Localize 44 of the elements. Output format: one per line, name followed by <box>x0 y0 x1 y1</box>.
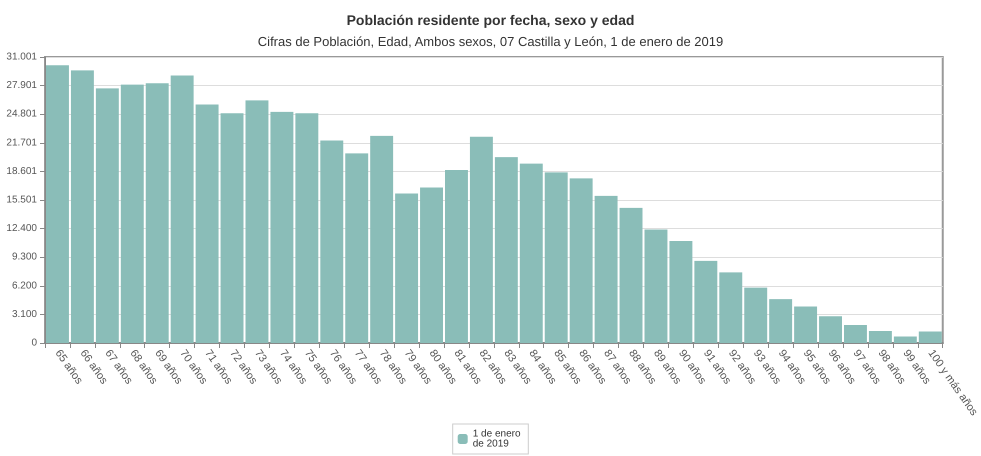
bar <box>844 325 867 343</box>
y-tick-label: 6.200 <box>12 280 38 292</box>
bar <box>220 113 244 343</box>
bar <box>819 316 842 343</box>
bar <box>620 208 642 343</box>
y-tick-label: 21.701 <box>6 137 38 148</box>
chart-subtitle: Cifras de Población, Edad, Ambos sexos, 07 Castilla y León, 1 de enero de 2019 <box>258 34 724 49</box>
bar <box>70 70 94 343</box>
bar <box>470 136 493 343</box>
bar <box>96 88 119 343</box>
bar <box>420 188 443 343</box>
bar <box>494 157 518 343</box>
y-tick-label: 9.300 <box>12 252 38 263</box>
y-tick-label: 0 <box>31 338 38 348</box>
chart-title: Población residente por fecha, sexo y edad <box>346 12 634 28</box>
y-tick-label: 27.901 <box>6 80 38 92</box>
bar <box>794 306 818 343</box>
bar <box>719 272 742 343</box>
bar <box>170 75 194 343</box>
bar <box>669 241 692 343</box>
bar <box>868 331 892 343</box>
legend-label: 1 de enero de 2019 <box>472 428 524 450</box>
y-tick-label: 31.001 <box>6 52 38 62</box>
bar <box>570 178 593 343</box>
bar <box>245 100 268 343</box>
y-tick-label: 24.801 <box>6 108 38 120</box>
bar <box>894 336 917 343</box>
bar <box>270 112 294 343</box>
y-tick-label: 12.400 <box>6 223 38 234</box>
bar <box>694 260 718 343</box>
bar <box>644 230 668 343</box>
bar <box>46 65 69 343</box>
bar <box>395 194 418 343</box>
bar <box>769 299 792 343</box>
bar <box>295 113 318 343</box>
y-tick-label: 15.501 <box>6 194 38 206</box>
bar <box>594 196 618 343</box>
bar <box>444 170 468 343</box>
bar <box>744 288 768 343</box>
bar <box>370 136 394 343</box>
y-tick-label: 18.601 <box>6 166 38 177</box>
y-tick-label: 3.100 <box>12 308 38 320</box>
bar <box>196 104 219 343</box>
bar <box>918 331 942 343</box>
